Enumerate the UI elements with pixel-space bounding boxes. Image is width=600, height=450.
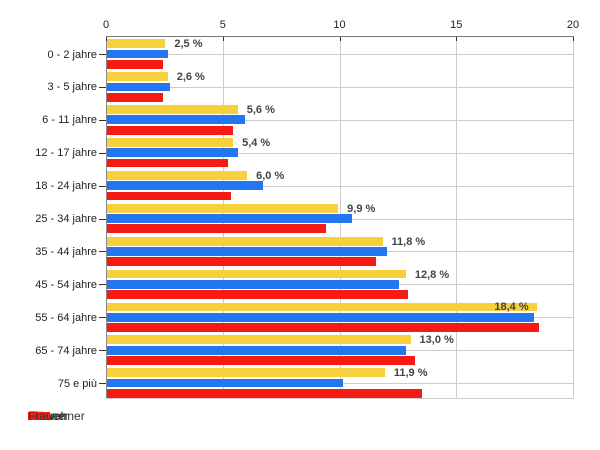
category-tick bbox=[99, 152, 106, 154]
category-tick bbox=[99, 86, 106, 88]
category-tick bbox=[99, 383, 106, 385]
gridline-horizontal bbox=[106, 119, 573, 121]
gridline-vertical bbox=[456, 36, 458, 398]
bar-frauen bbox=[107, 388, 423, 398]
category-label: 6 - 11 jahre bbox=[42, 114, 97, 127]
bar-einwohner bbox=[107, 368, 385, 378]
category-tick bbox=[99, 251, 106, 253]
bar-einwohner bbox=[107, 39, 166, 49]
x-axis-tick-label: 20 bbox=[566, 19, 580, 31]
x-axis-tick bbox=[573, 37, 574, 41]
data-label: 13,0 % bbox=[419, 334, 454, 347]
x-axis-tick bbox=[456, 37, 458, 41]
bar-maenner bbox=[107, 247, 388, 256]
bar-frauen bbox=[107, 224, 327, 234]
bar-maenner bbox=[107, 181, 264, 191]
bar-einwohner bbox=[107, 203, 339, 213]
gridline-horizontal bbox=[106, 152, 573, 154]
bar-frauen bbox=[107, 59, 164, 69]
bar-frauen bbox=[107, 191, 231, 201]
bar-frauen bbox=[107, 356, 416, 365]
data-label: 5,6 % bbox=[246, 104, 275, 117]
bar-einwohner bbox=[107, 269, 406, 279]
bar-einwohner bbox=[107, 138, 234, 147]
data-label: 18,4 % bbox=[494, 301, 529, 314]
bar-frauen bbox=[107, 125, 234, 135]
category-label: 45 - 54 jahre bbox=[35, 278, 97, 291]
x-axis-tick-label: 15 bbox=[450, 19, 463, 31]
category-label: 65 - 74 jahre bbox=[35, 344, 97, 357]
bar-frauen bbox=[107, 323, 539, 332]
bar-frauen bbox=[107, 290, 409, 300]
plot-border-bottom bbox=[106, 398, 574, 399]
bar-frauen bbox=[107, 257, 376, 267]
bar-frauen bbox=[107, 92, 164, 102]
legend-label: Frauen bbox=[28, 409, 67, 423]
category-tick bbox=[99, 350, 106, 352]
gridline-horizontal bbox=[106, 86, 573, 88]
gridline-horizontal bbox=[106, 185, 573, 187]
category-tick bbox=[99, 317, 106, 319]
data-label: 2,5 % bbox=[174, 38, 203, 51]
x-axis-tick bbox=[106, 37, 107, 41]
bar-maenner bbox=[107, 49, 168, 59]
data-label: 5,4 % bbox=[242, 136, 271, 149]
legend-swatch-frauen bbox=[28, 412, 50, 420]
bar-einwohner bbox=[107, 72, 168, 81]
bar-maenner bbox=[107, 148, 238, 158]
data-label: 6,0 % bbox=[256, 169, 285, 182]
bar-maenner bbox=[107, 312, 535, 322]
gridline-vertical bbox=[573, 36, 574, 398]
x-axis-tick-label: 0 bbox=[102, 19, 110, 31]
category-tick bbox=[99, 284, 106, 286]
category-label: 55 - 64 jahre bbox=[35, 311, 97, 324]
x-axis-tick bbox=[339, 37, 341, 41]
bar-einwohner bbox=[107, 236, 383, 246]
category-label: 0 - 2 jahre bbox=[47, 48, 97, 61]
x-axis-tick-label: 5 bbox=[219, 19, 226, 31]
category-label: 75 e più bbox=[57, 377, 97, 390]
bar-maenner bbox=[107, 115, 245, 125]
bar-maenner bbox=[107, 378, 343, 388]
category-tick bbox=[99, 218, 106, 220]
bar-frauen bbox=[107, 158, 229, 168]
category-label: 12 - 17 jahre bbox=[35, 147, 97, 160]
bar-einwohner bbox=[107, 302, 537, 312]
x-axis-tick-label: 10 bbox=[333, 19, 346, 31]
category-label: 18 - 24 jahre bbox=[35, 180, 97, 193]
data-label: 11,8 % bbox=[391, 235, 426, 248]
bar-einwohner bbox=[107, 335, 411, 345]
x-axis-line bbox=[106, 36, 574, 37]
data-label: 11,9 % bbox=[393, 367, 428, 380]
x-axis-tick bbox=[222, 37, 224, 41]
bar-einwohner bbox=[107, 105, 238, 114]
data-label: 2,6 % bbox=[176, 71, 205, 84]
y-axis-line bbox=[106, 36, 107, 398]
data-label: 9,9 % bbox=[347, 202, 376, 215]
bar-einwohner bbox=[107, 170, 248, 180]
category-label: 35 - 44 jahre bbox=[35, 245, 97, 258]
category-label: 3 - 5 jahre bbox=[47, 81, 97, 94]
category-label: 25 - 34 jahre bbox=[35, 213, 97, 226]
category-tick bbox=[99, 185, 106, 187]
gridline-horizontal bbox=[106, 54, 573, 55]
category-tick bbox=[99, 54, 106, 55]
category-tick bbox=[99, 119, 106, 121]
data-label: 12,8 % bbox=[414, 268, 450, 281]
bar-maenner bbox=[107, 279, 399, 289]
bar-maenner bbox=[107, 345, 406, 355]
bar-maenner bbox=[107, 82, 171, 92]
bar-maenner bbox=[107, 214, 353, 223]
